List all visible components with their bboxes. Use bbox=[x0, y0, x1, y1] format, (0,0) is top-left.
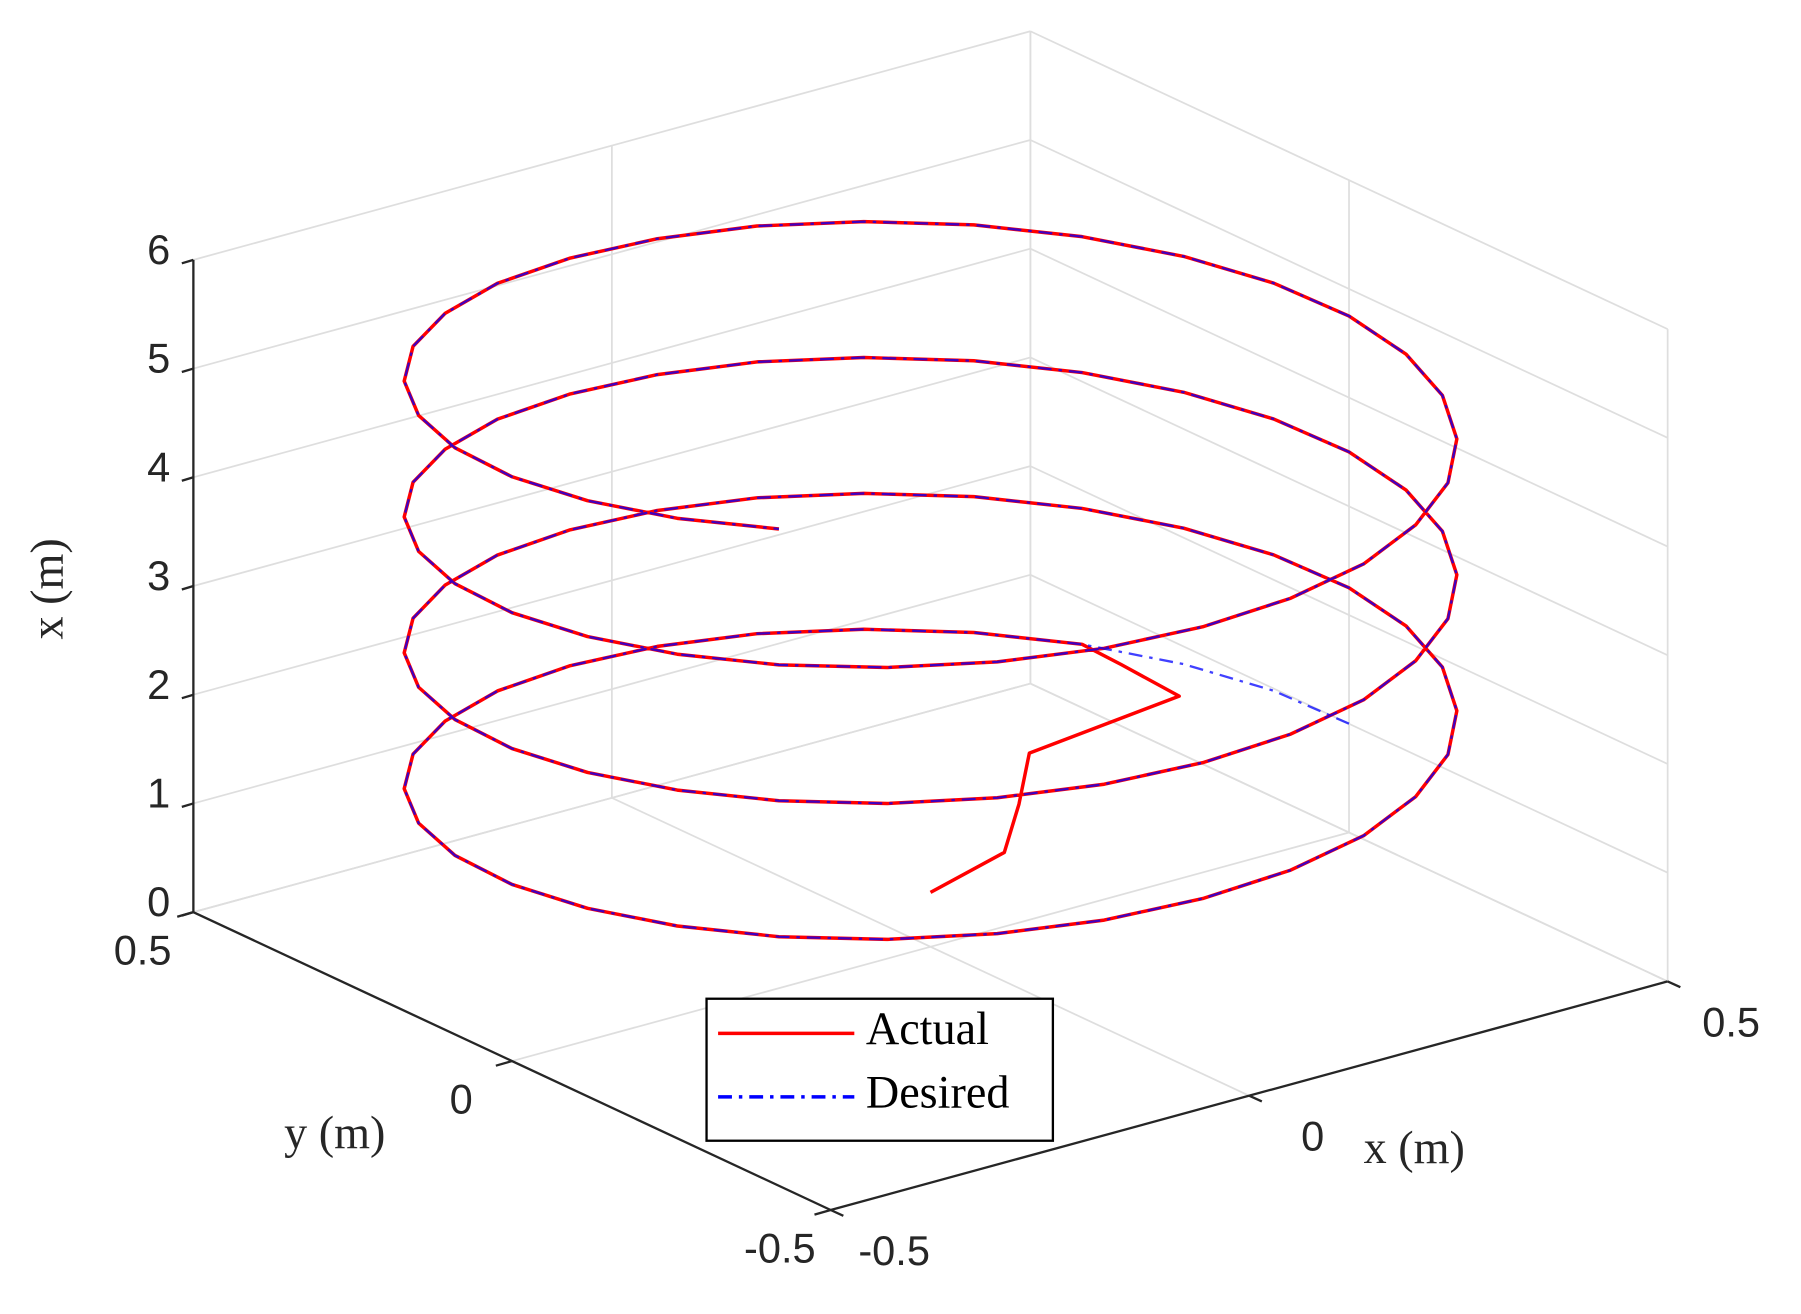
grid bbox=[192, 30, 1669, 1211]
z-tick-label: 2 bbox=[147, 661, 170, 708]
grid-line bbox=[193, 465, 1031, 696]
grid-line bbox=[511, 831, 1350, 1062]
x-tick-label: 0.5 bbox=[1702, 998, 1760, 1045]
grid-line bbox=[193, 247, 1031, 479]
tick-mark bbox=[495, 1059, 513, 1067]
grid-line bbox=[1030, 247, 1669, 548]
x-axis-line bbox=[830, 980, 1668, 1212]
legend-label: Desired bbox=[866, 1066, 1010, 1117]
grid-line bbox=[1030, 682, 1669, 983]
series-line bbox=[402, 219, 1459, 942]
tick-mark bbox=[181, 802, 194, 808]
tick-mark bbox=[176, 911, 194, 918]
tick-mark bbox=[814, 1208, 831, 1216]
z-tick-label: 3 bbox=[147, 552, 170, 599]
tick-mark bbox=[181, 476, 194, 482]
z-tick-label: 4 bbox=[147, 443, 170, 490]
series-line bbox=[403, 220, 1459, 941]
grid-line bbox=[193, 682, 1031, 913]
grid-line bbox=[1030, 30, 1669, 330]
tick-mark bbox=[181, 693, 194, 700]
y-tick-label: -0.5 bbox=[744, 1225, 816, 1272]
z-tick-label: 1 bbox=[147, 769, 170, 816]
x-tick-label: 0 bbox=[1301, 1113, 1324, 1160]
z-tick-label: 6 bbox=[147, 226, 170, 273]
tick-mark bbox=[830, 1208, 844, 1217]
tick-mark bbox=[181, 258, 194, 265]
grid-line bbox=[1030, 574, 1669, 874]
tick-mark bbox=[181, 367, 194, 374]
y-tick-label: 0.5 bbox=[114, 927, 172, 974]
x-axis-label: x (m) bbox=[1364, 1122, 1465, 1173]
grid-line bbox=[193, 139, 1031, 370]
z-tick-label: 5 bbox=[147, 335, 170, 382]
y-axis-label: y (m) bbox=[284, 1107, 385, 1158]
legend-label: Actual bbox=[866, 1003, 989, 1054]
grid-line bbox=[1030, 139, 1669, 439]
grid-line bbox=[193, 30, 1031, 261]
grid-line bbox=[193, 574, 1031, 805]
grid-line bbox=[1030, 465, 1669, 765]
grid-line bbox=[1030, 356, 1669, 657]
grid-line bbox=[193, 356, 1031, 587]
plot-lines bbox=[402, 219, 1459, 942]
legend: Actual Desired bbox=[705, 997, 1055, 1142]
y-tick-label: 0 bbox=[450, 1076, 473, 1123]
tick-mark bbox=[1667, 980, 1681, 989]
tick-mark bbox=[181, 584, 194, 591]
tick-mark bbox=[1248, 1094, 1263, 1103]
z-tick-label: 0 bbox=[147, 878, 170, 925]
legend-box bbox=[705, 997, 1055, 1142]
z-axis-label: x (m) bbox=[22, 538, 73, 639]
x-tick-label: -0.5 bbox=[858, 1227, 930, 1274]
